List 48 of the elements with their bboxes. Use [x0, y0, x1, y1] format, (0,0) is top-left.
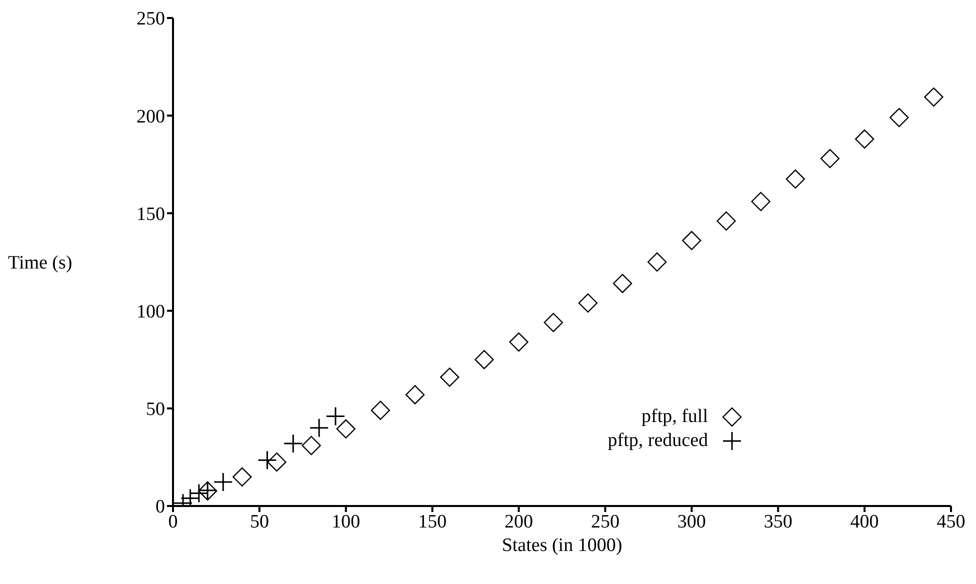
y-axis-title: Time (s) — [8, 252, 72, 274]
x-tick-label: 250 — [590, 511, 620, 532]
point — [509, 332, 528, 352]
x-tick-label: 350 — [764, 511, 792, 532]
point — [854, 129, 874, 149]
x-tick-label: 150 — [418, 511, 447, 532]
point — [820, 148, 840, 168]
point — [578, 293, 598, 313]
point — [474, 350, 494, 370]
x-tick-label: 100 — [332, 511, 360, 532]
point — [267, 452, 286, 472]
y-tick-label: 150 — [136, 204, 165, 225]
x-tick-label: 0 — [168, 511, 178, 532]
point — [890, 108, 909, 128]
x-axis-title: States (in 1000) — [502, 535, 622, 556]
point — [326, 406, 346, 426]
point — [440, 368, 460, 387]
point — [544, 312, 563, 332]
point — [751, 192, 770, 212]
y-tick-label: 50 — [146, 399, 165, 420]
x-tick-label: 450 — [936, 511, 966, 532]
point — [924, 87, 944, 107]
y-tick-label: 100 — [136, 302, 165, 323]
point — [647, 252, 667, 272]
x-tick-label: 50 — [250, 511, 269, 532]
legend-label: pftp, reduced — [608, 430, 708, 452]
point — [336, 419, 356, 438]
point — [786, 169, 805, 189]
y-tick-label: 200 — [136, 106, 165, 128]
point — [309, 418, 329, 438]
x-tick-label: 400 — [850, 511, 879, 532]
x-tick-label: 200 — [504, 511, 534, 532]
point — [682, 230, 702, 250]
point — [405, 385, 425, 404]
legend-label: pftp, full — [642, 406, 708, 428]
y-tick-label: 0 — [156, 496, 165, 518]
point — [302, 436, 321, 456]
point — [189, 484, 209, 504]
point — [232, 467, 252, 487]
point — [612, 274, 632, 294]
point — [283, 434, 303, 454]
point — [257, 450, 277, 470]
point — [370, 400, 390, 420]
point — [180, 488, 200, 506]
y-tick-label: 250 — [136, 8, 165, 30]
point — [213, 472, 233, 492]
point — [716, 211, 736, 231]
x-tick-label: 300 — [677, 511, 706, 532]
